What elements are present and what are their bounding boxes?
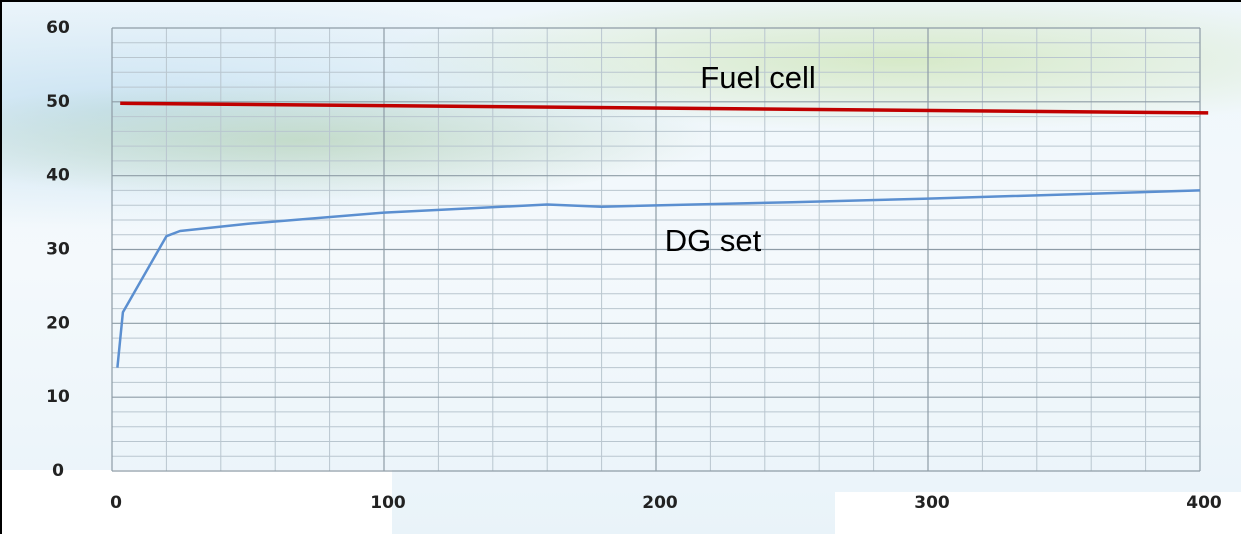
x-tick-label: 200 (642, 493, 678, 513)
x-tick-label: 100 (370, 493, 406, 513)
y-tick-label: 60 (46, 18, 70, 38)
y-tick-label: 0 (52, 461, 64, 481)
x-tick-label: 0 (110, 493, 122, 513)
y-tick-label: 20 (46, 313, 70, 333)
x-tick-label: 300 (914, 493, 950, 513)
y-tick-label: 50 (46, 92, 70, 112)
background-patch (0, 470, 392, 534)
x-tick-label: 400 (1186, 493, 1222, 513)
series-line (116, 189, 1201, 368)
background-patch (835, 492, 1241, 534)
series-line (120, 101, 1209, 115)
series-annotation: DG set (665, 223, 762, 258)
series-annotation: Fuel cell (700, 60, 815, 95)
y-tick-label: 10 (46, 387, 70, 407)
y-tick-label: 40 (46, 166, 70, 186)
y-tick-label: 30 (46, 240, 70, 260)
